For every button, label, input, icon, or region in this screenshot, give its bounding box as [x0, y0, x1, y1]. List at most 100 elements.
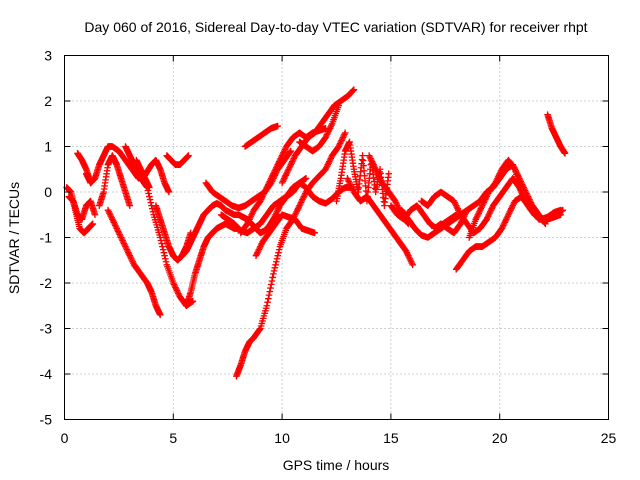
data-point: [509, 202, 517, 209]
data-point: [339, 135, 346, 143]
data-point: [108, 214, 115, 222]
data-point: [502, 216, 510, 223]
data-point: [119, 238, 127, 246]
data-point: [267, 284, 274, 292]
data-point: [246, 214, 254, 222]
data-point: [450, 197, 458, 205]
y-axis-label: SDTVAR / TECUs: [6, 182, 22, 294]
data-point: [391, 197, 399, 205]
data-point: [505, 211, 512, 219]
data-point: [120, 240, 128, 247]
data-point: [287, 161, 295, 168]
data-point: [145, 190, 152, 197]
data-point: [406, 255, 414, 263]
data-point: [276, 156, 284, 164]
data-point: [350, 86, 358, 93]
data-point: [502, 217, 509, 225]
data-point: [273, 255, 281, 263]
data-point: [245, 217, 253, 225]
data-point: [477, 205, 485, 212]
data-point: [460, 212, 468, 220]
data-point: [257, 241, 265, 249]
data-point: [373, 168, 381, 176]
y-tick-label: 1: [44, 139, 52, 155]
data-point: [454, 205, 461, 212]
data-point: [324, 161, 332, 168]
data-point: [89, 220, 97, 228]
y-tick-label: 3: [44, 48, 52, 64]
data-point: [112, 223, 120, 231]
data-point: [162, 255, 169, 263]
data-point: [402, 247, 410, 255]
data-point: [323, 132, 330, 140]
data-point: [344, 176, 352, 184]
x-axis-label: GPS time / hours: [283, 457, 390, 473]
data-point: [109, 217, 117, 225]
data-point: [368, 156, 375, 164]
data-point: [349, 87, 357, 94]
data-point: [111, 220, 118, 228]
data-point: [159, 243, 166, 250]
data-point: [301, 191, 308, 199]
data-point: [106, 209, 113, 217]
data-point: [345, 178, 353, 185]
data-point: [486, 208, 494, 216]
x-tick-label: 25: [601, 430, 617, 446]
data-point: [127, 253, 134, 261]
data-point: [265, 179, 273, 187]
data-point: [262, 187, 269, 194]
data-point: [157, 237, 165, 244]
data-point: [129, 258, 136, 266]
data-point: [175, 290, 182, 297]
data-point: [341, 131, 348, 138]
data-point: [255, 246, 263, 253]
series-s32: [544, 111, 569, 157]
data-point: [393, 200, 401, 208]
data-point: [110, 219, 118, 226]
y-tick-label: -2: [40, 275, 53, 291]
data-point: [107, 212, 115, 220]
data-point: [494, 175, 501, 182]
data-point: [256, 326, 263, 333]
data-point: [282, 172, 290, 179]
data-point: [455, 208, 463, 216]
data-point: [349, 185, 356, 193]
data-point: [147, 199, 155, 206]
data-point: [340, 132, 348, 140]
series-s09: [133, 156, 153, 191]
data-point: [482, 194, 490, 202]
data-point: [266, 288, 274, 295]
data-point: [473, 214, 480, 222]
data-point: [160, 249, 168, 256]
data-point: [257, 196, 265, 203]
data-point: [498, 225, 506, 232]
data-point: [172, 284, 179, 291]
data-point: [271, 264, 279, 272]
data-point: [459, 216, 467, 223]
data-point: [274, 252, 282, 259]
data-point: [367, 155, 374, 162]
data-point: [375, 172, 382, 179]
data-point: [104, 206, 112, 214]
data-point: [109, 216, 116, 223]
data-point: [271, 212, 279, 220]
data-point: [279, 178, 287, 185]
data-point: [408, 259, 416, 267]
data-point: [275, 246, 283, 253]
data-point: [475, 209, 482, 217]
data-point: [257, 197, 264, 205]
data-point: [302, 175, 310, 182]
data-point: [337, 138, 345, 146]
data-point: [173, 287, 181, 294]
data-point: [264, 182, 271, 190]
data-point: [273, 162, 281, 170]
data-point: [115, 229, 123, 237]
data-point: [244, 219, 252, 226]
x-tick-label: 20: [492, 430, 508, 446]
data-point: [497, 168, 504, 176]
data-point: [480, 199, 488, 206]
data-point: [325, 128, 332, 135]
data-point: [325, 126, 333, 134]
data-point: [370, 162, 378, 170]
